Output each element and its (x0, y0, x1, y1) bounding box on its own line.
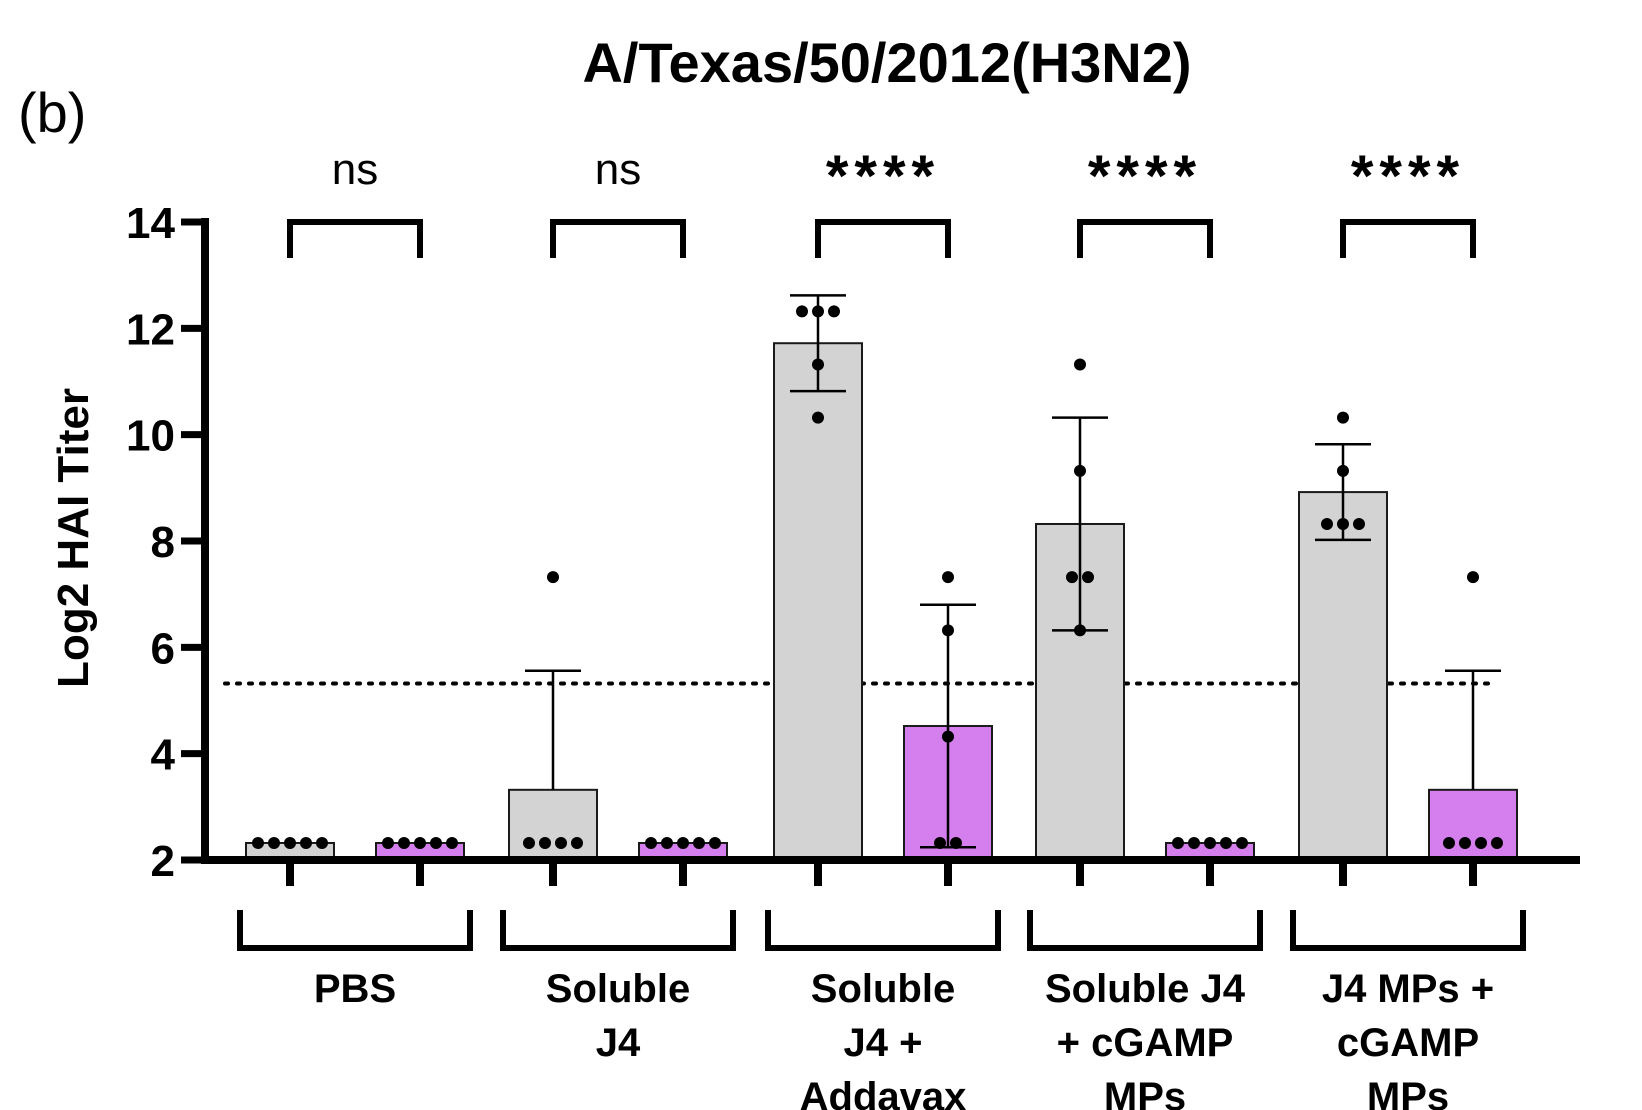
data-point (398, 836, 410, 849)
group-bracket (237, 910, 473, 951)
data-point (942, 730, 954, 743)
group-bracket (1290, 910, 1526, 951)
data-point (1443, 836, 1455, 849)
data-point (1491, 836, 1503, 849)
data-point (796, 305, 808, 318)
data-point (1337, 464, 1349, 477)
group-label-line: + cGAMP (1057, 1021, 1234, 1065)
group-label-line: Soluble (546, 967, 690, 1011)
data-point (446, 836, 458, 849)
data-point (1074, 358, 1086, 371)
data-point (300, 836, 312, 849)
group-label-line: Soluble (811, 967, 955, 1011)
y-axis-label: Log2 HAI Titer (49, 388, 98, 688)
y-tick-label: 14 (126, 199, 175, 248)
data-point (812, 305, 824, 318)
data-point (284, 836, 296, 849)
bar (1298, 491, 1388, 861)
data-point (812, 358, 824, 371)
significance-label: **** (1088, 144, 1202, 209)
data-point (1459, 836, 1471, 849)
y-tick-label: 10 (126, 412, 175, 461)
data-point (661, 836, 673, 849)
data-point (1467, 571, 1479, 584)
group-label-line: PBS (314, 967, 396, 1011)
data-point (693, 836, 705, 849)
data-point (1074, 464, 1086, 477)
data-point (1337, 517, 1349, 530)
y-tick-label: 12 (126, 305, 175, 354)
group-label-line: MPs (1104, 1075, 1186, 1110)
significance-label: ns (595, 145, 641, 194)
data-point (1353, 517, 1365, 530)
data-point (414, 836, 426, 849)
data-point (382, 836, 394, 849)
data-point (555, 836, 567, 849)
chart-title: A/Texas/50/2012(H3N2) (582, 31, 1191, 94)
significance-label: ns (332, 145, 378, 194)
data-point (812, 411, 824, 424)
plot-area: 2 4 6 8 10 12 14 ns PBS ns Soluble J4 **** Soluble J4 … (126, 144, 1580, 1110)
bar (1428, 788, 1518, 862)
group-label-line: J4 MPs + (1322, 967, 1494, 1011)
data-point (709, 836, 721, 849)
data-point (934, 836, 946, 849)
y-tick-label: 4 (151, 731, 176, 780)
data-point (523, 836, 535, 849)
data-point (677, 836, 689, 849)
data-point (828, 305, 840, 318)
data-point (1172, 836, 1184, 849)
data-point (1066, 571, 1078, 584)
data-point (571, 836, 583, 849)
group-label-line: cGAMP (1337, 1021, 1479, 1065)
group-bracket (765, 910, 1001, 951)
data-point (645, 836, 657, 849)
data-point (942, 571, 954, 584)
data-point (1220, 836, 1232, 849)
group-bracket (500, 910, 736, 951)
data-point (950, 836, 962, 849)
bar (508, 788, 598, 862)
group-label-line: J4 + (844, 1021, 923, 1065)
data-point (539, 836, 551, 849)
group-bracket (1027, 910, 1263, 951)
data-point (316, 836, 328, 849)
significance-label: **** (826, 144, 940, 209)
data-point (1188, 836, 1200, 849)
data-point (942, 624, 954, 637)
panel-label: (b) (18, 81, 86, 144)
significance-bracket (550, 219, 686, 258)
group-label-line: Addavax (800, 1075, 967, 1110)
y-tick-label: 8 (151, 518, 175, 567)
significance-bracket (1340, 219, 1476, 258)
data-point (1082, 571, 1094, 584)
significance-label: **** (1351, 144, 1465, 209)
data-point (430, 836, 442, 849)
group-label-line: Soluble J4 (1045, 967, 1246, 1011)
data-point (547, 571, 559, 584)
data-point (1236, 836, 1248, 849)
group-label-line: MPs (1367, 1075, 1449, 1110)
data-point (252, 836, 264, 849)
data-point (1321, 517, 1333, 530)
data-point (1074, 624, 1086, 637)
y-tick-label: 2 (151, 837, 175, 886)
data-point (1475, 836, 1487, 849)
y-tick-label: 6 (151, 624, 175, 673)
significance-bracket (287, 219, 423, 258)
data-point (268, 836, 280, 849)
data-point (1204, 836, 1216, 849)
data-point (1337, 411, 1349, 424)
group-label-line: J4 (596, 1021, 641, 1065)
significance-bracket (815, 219, 951, 258)
significance-bracket (1077, 219, 1213, 258)
